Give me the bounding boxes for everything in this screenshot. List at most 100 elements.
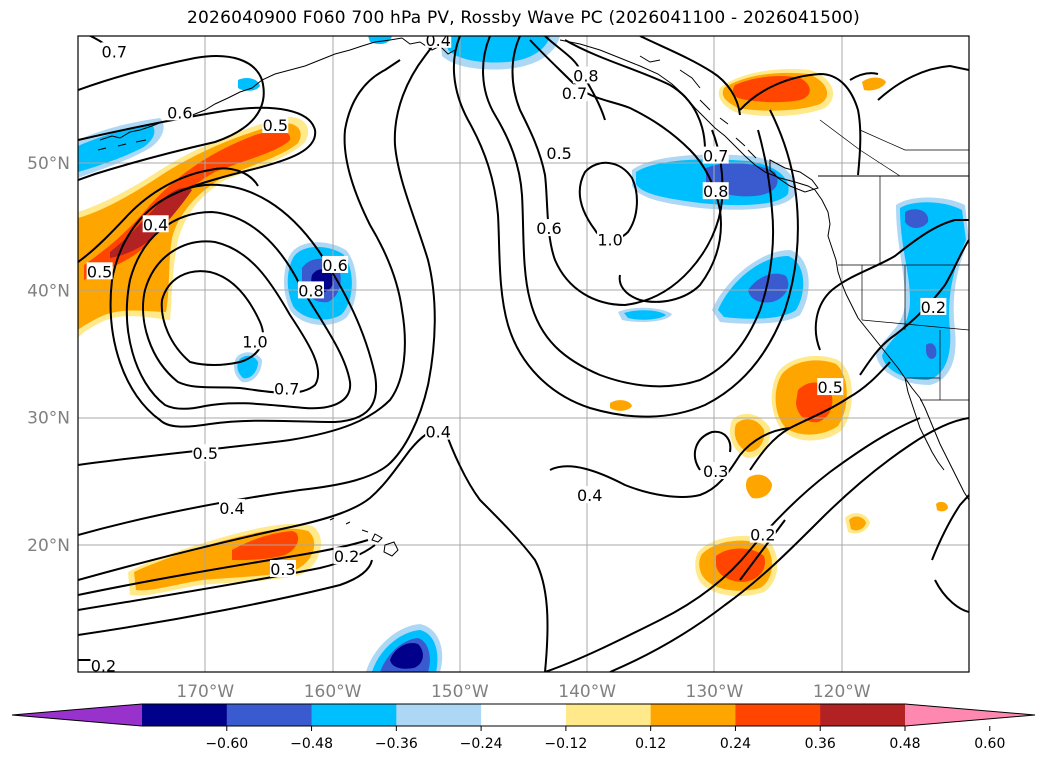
contour-label: 0.8 bbox=[703, 182, 728, 201]
shade-region bbox=[610, 400, 632, 411]
shade-region bbox=[862, 77, 886, 91]
contour-line bbox=[849, 72, 879, 81]
contour-label-bg bbox=[297, 281, 324, 299]
contour-line bbox=[444, 429, 549, 672]
contour-line bbox=[931, 494, 969, 561]
coastlines bbox=[97, 37, 969, 557]
lon-tick-label: 130°W bbox=[686, 682, 744, 702]
shade-region bbox=[745, 474, 772, 499]
contour-label-bg bbox=[273, 379, 300, 397]
contour-line bbox=[452, 36, 799, 418]
contour-line bbox=[693, 430, 732, 471]
lat-tick-label: 30°N bbox=[27, 409, 70, 429]
contour-label-bg bbox=[90, 656, 117, 672]
contour-line bbox=[934, 579, 969, 613]
colorbar-segment bbox=[650, 704, 736, 726]
contour-label-bg bbox=[262, 116, 289, 134]
coastline-us-west bbox=[814, 189, 921, 399]
contour-label: 0.4 bbox=[143, 215, 168, 234]
contour-label: 0.6 bbox=[536, 219, 561, 238]
contour-label-bg bbox=[333, 547, 360, 565]
contour-line bbox=[78, 428, 446, 581]
coastline-baja-peninsula bbox=[904, 377, 945, 471]
contour-label-bg bbox=[219, 498, 246, 516]
shade-region bbox=[390, 642, 423, 669]
contour-label: 0.7 bbox=[102, 42, 127, 61]
contour-line bbox=[564, 39, 706, 151]
lat-tick-label: 20°N bbox=[27, 536, 70, 556]
shade-region bbox=[926, 343, 937, 359]
contour-label-bg bbox=[546, 144, 573, 162]
contour-label: 0.8 bbox=[298, 281, 323, 300]
contour-label: 0.4 bbox=[425, 31, 450, 50]
contour-label: 0.5 bbox=[193, 444, 218, 463]
contour-line bbox=[549, 427, 791, 498]
lat-tick-label: 40°N bbox=[27, 281, 70, 301]
contour-label-bg bbox=[576, 486, 603, 504]
contour-label: 0.5 bbox=[546, 144, 571, 163]
colorbar-tick-label: −0.24 bbox=[460, 736, 503, 752]
contour-label: 0.7 bbox=[562, 84, 587, 103]
coastline-hawaii bbox=[329, 517, 399, 557]
lon-tick-labels: 170°W 160°W 150°W 140°W 130°W 120°W bbox=[176, 682, 870, 702]
contour-label: 0.4 bbox=[219, 499, 244, 518]
contour-label-bg bbox=[425, 422, 452, 440]
contour-label: 0.2 bbox=[750, 526, 775, 545]
contour-label-bg bbox=[572, 66, 599, 84]
contour-label: 0.5 bbox=[263, 116, 288, 135]
map-panel: 0.7 0.6 0.5 0.4 0.5 0.6 0.8 1.0 0.7 0.5 0.4 0.3 0.2 0… bbox=[78, 31, 969, 676]
coastline-aleutians bbox=[99, 37, 403, 141]
colorbar-tick-label: −0.12 bbox=[544, 736, 587, 752]
contour-label-bg bbox=[702, 182, 729, 200]
contour-label-bg bbox=[425, 36, 452, 48]
contour-label-bg bbox=[142, 215, 169, 233]
contour-label-bg bbox=[561, 84, 588, 102]
contour-label: 0.3 bbox=[703, 462, 728, 481]
contour-line bbox=[78, 55, 265, 181]
contour-label: 1.0 bbox=[242, 332, 267, 351]
contour-line bbox=[609, 417, 969, 672]
contour-line bbox=[160, 270, 265, 366]
contour-label-bg bbox=[166, 103, 193, 121]
colorbar-tick-label: −0.60 bbox=[205, 736, 248, 752]
contour-line bbox=[78, 106, 317, 206]
contour-label: 0.7 bbox=[274, 379, 299, 398]
shade-region bbox=[446, 36, 550, 63]
contour-line bbox=[544, 417, 921, 672]
contour-label-bg bbox=[702, 462, 729, 480]
colorbar-segment bbox=[735, 704, 821, 726]
shade-region bbox=[748, 273, 789, 303]
shade-region bbox=[882, 202, 966, 380]
colorbar-segment bbox=[311, 704, 397, 726]
shade-region bbox=[936, 501, 948, 512]
coastline-islands bbox=[639, 55, 757, 159]
contour-label: 0.4 bbox=[425, 423, 450, 442]
contour-label-bg bbox=[749, 525, 776, 543]
pv-contours bbox=[78, 36, 969, 672]
colorbar-tick-label: 0.60 bbox=[974, 736, 1005, 752]
contour-label: 0.5 bbox=[87, 262, 112, 281]
contour-label-bg bbox=[817, 378, 844, 396]
lon-tick-label: 150°W bbox=[431, 682, 489, 702]
plot-title: 2026040900 F060 700 hPa PV, Rossby Wave … bbox=[187, 8, 860, 28]
colorbar-tick-label: 0.48 bbox=[889, 736, 920, 752]
colorbar-segment bbox=[142, 704, 228, 726]
contour-label: 0.3 bbox=[270, 560, 295, 579]
shading-positive bbox=[78, 69, 948, 597]
contour-line bbox=[482, 36, 775, 388]
contour-label: 0.2 bbox=[921, 298, 946, 317]
contour-label: 0.6 bbox=[322, 256, 347, 275]
contour-line bbox=[126, 210, 352, 410]
contour-line bbox=[78, 36, 441, 536]
contour-line bbox=[78, 167, 259, 263]
colorbar-extend-low bbox=[12, 704, 142, 726]
contour-label: 0.2 bbox=[91, 657, 116, 676]
contour-label: 0.5 bbox=[818, 378, 843, 397]
lon-tick-label: 120°W bbox=[813, 682, 871, 702]
contour-label-bg bbox=[241, 332, 268, 350]
colorbar-outline bbox=[11, 703, 1036, 727]
shade-region bbox=[624, 310, 666, 320]
colorbar-segment bbox=[396, 704, 482, 726]
colorbar: −0.60 −0.48 −0.36 −0.24 −0.12 0.12 0.24 0.36 0.4… bbox=[11, 703, 1036, 752]
